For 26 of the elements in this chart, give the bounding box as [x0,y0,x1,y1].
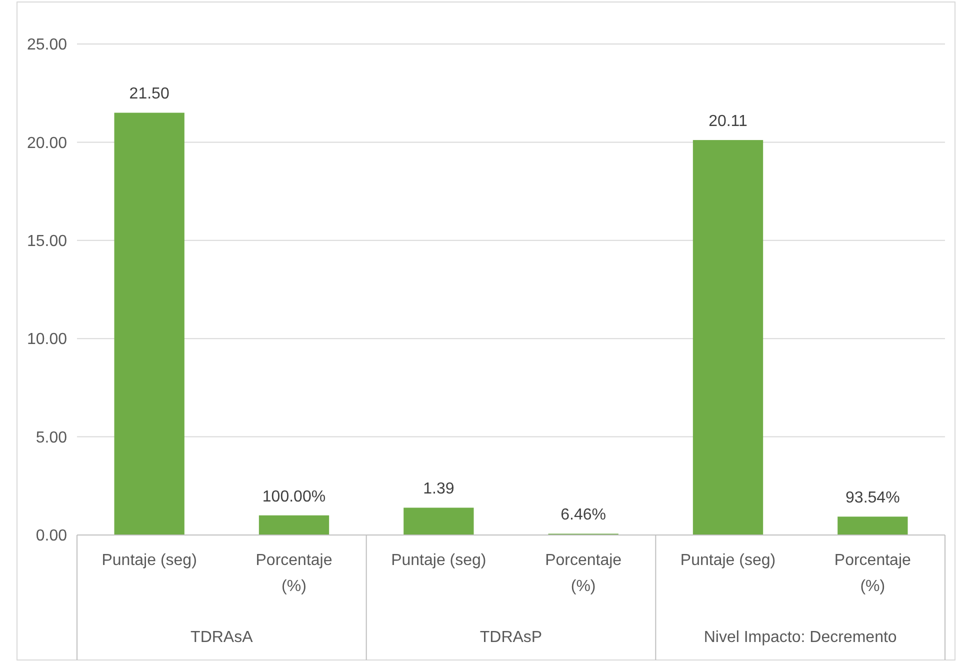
x-tick-label: Puntaje (seg) [391,552,486,569]
data-label: 1.39 [423,480,454,498]
data-label: 21.50 [129,86,170,103]
data-label: 6.46% [560,506,606,524]
bar [838,516,908,535]
bar [692,140,764,535]
bar [114,112,184,535]
y-tick-label: 0.00 [36,528,68,545]
data-label: 100.00% [262,488,326,506]
x-tick-label: Porcentaje (%) [256,552,332,595]
text: TDRAsA [190,629,254,646]
x-tick-label: Puntaje (seg) [102,552,197,569]
text: Nivel Impacto: Decremento [704,629,897,646]
data-label: 93.54% [846,490,900,507]
y-tick-label: 25.00 [26,36,68,54]
y-tick-label: 10.00 [26,331,68,348]
y-tick-label: 5.00 [36,429,68,446]
data-label: 20.11 [708,113,748,130]
bar [258,515,330,535]
y-tick-label: 20.00 [26,134,68,152]
bar [404,508,474,535]
y-tick-label: 15.00 [26,233,68,250]
x-tick-label: Porcentaje (%) [545,552,622,595]
x-tick-label: Porcentaje (%) [834,552,912,595]
x-tick-label: Puntaje (seg) [680,552,776,569]
text: TDRAsP [480,629,542,646]
